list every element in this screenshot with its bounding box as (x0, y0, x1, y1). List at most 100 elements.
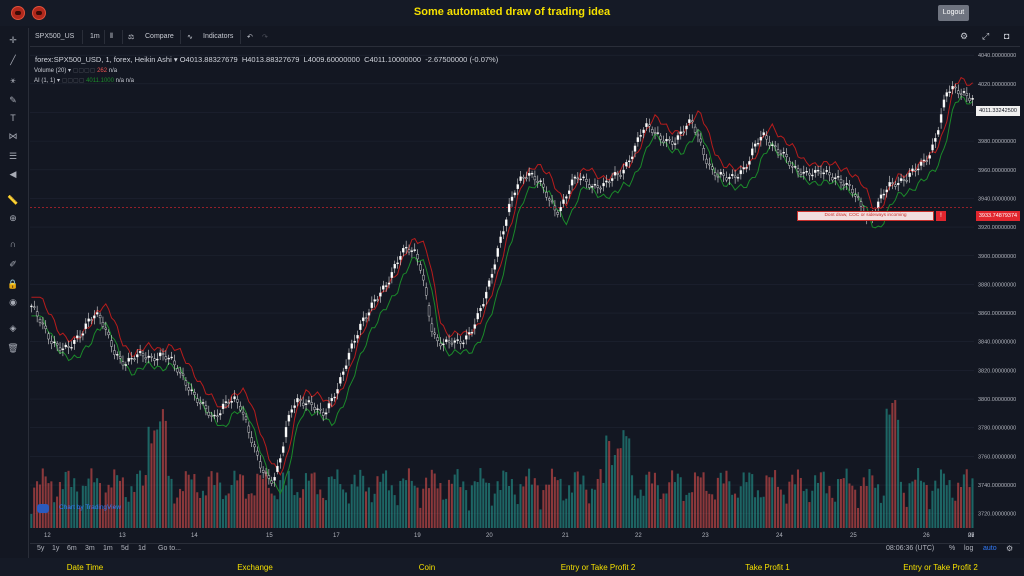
volume-bar (76, 491, 79, 528)
volume-bar (782, 494, 785, 528)
legend-buttons-icon[interactable]: ▢▢▢▢ (61, 78, 85, 84)
range-1d[interactable]: 1d (138, 545, 146, 552)
legend-buttons-icon[interactable]: ▢▢▢▢ (72, 68, 96, 74)
volume-bar (885, 408, 888, 528)
indicators-button[interactable]: Indicators (203, 33, 234, 40)
volume-bar (705, 490, 708, 528)
chevron-down-icon[interactable]: ▾ (173, 55, 180, 64)
ruler-icon[interactable]: 📏 (7, 195, 19, 205)
price-axis[interactable]: 4040.000000004020.000000004000.000000003… (974, 48, 1024, 528)
volume-bar (951, 497, 954, 528)
clock-time[interactable]: 08:06:36 (UTC) (886, 545, 935, 552)
range-3m[interactable]: 3m (85, 545, 95, 552)
log-toggle[interactable]: log (964, 545, 974, 552)
range-5d[interactable]: 5d (121, 545, 129, 552)
volume-bar (219, 482, 222, 528)
candle-body (319, 408, 322, 411)
trash-icon[interactable]: 🗑 (7, 343, 19, 353)
volume-bars (30, 400, 974, 528)
volume-bar (533, 478, 536, 528)
volume-bar (662, 493, 665, 528)
alert-icon[interactable]: ! (936, 211, 946, 221)
undo-icon[interactable]: ↶ (247, 34, 253, 41)
volume-bar (496, 481, 499, 528)
candle-body (593, 183, 597, 186)
interval-select[interactable]: 1m (90, 33, 100, 40)
ai-label[interactable]: AI (1, 1) (34, 78, 56, 84)
logout-button[interactable]: Logout (938, 5, 969, 21)
redo-icon[interactable]: ↷ (262, 34, 268, 41)
candle-body (731, 174, 734, 176)
auto-toggle[interactable]: auto (983, 545, 997, 552)
goto-date-button[interactable]: Go to... (158, 545, 181, 552)
volume-label[interactable]: Volume (20) (34, 68, 67, 74)
ai-legend[interactable]: AI (1, 1) ▾ ▢▢▢▢ 4011.1000 n/a n/a (34, 77, 134, 84)
candle-body (284, 427, 288, 438)
candle-style-icon[interactable]: ⫴ (110, 33, 113, 40)
series-title[interactable]: forex:SPX500_USD, 1, forex, Heikin Ashi (35, 55, 172, 64)
candle-body (267, 475, 271, 479)
lock-icon[interactable]: 🔒 (7, 279, 19, 289)
candle-body (216, 415, 219, 417)
prediction-icon[interactable]: ☰ (8, 151, 18, 161)
candle-body (90, 319, 93, 321)
candle-body (599, 187, 602, 190)
candle-body (224, 401, 228, 403)
settings-icon[interactable]: ⚙ (960, 31, 969, 41)
volume-bar (456, 469, 459, 528)
volume-bar (857, 507, 860, 528)
screenshot-icon[interactable]: ◘ (1004, 31, 1010, 41)
candle-body (330, 398, 333, 402)
eye-icon[interactable]: ◉ (9, 297, 17, 307)
volume-bar (379, 481, 382, 528)
chevron-down-icon[interactable]: ▾ (57, 78, 62, 84)
pattern-icon[interactable]: ⋈ (8, 131, 18, 141)
range-1y[interactable]: 1y (52, 545, 60, 552)
brush-icon[interactable]: ✎ (9, 95, 17, 105)
ohlc-change: -2.67500000 (-0.07%) (425, 55, 499, 64)
volume-bar (842, 478, 845, 528)
fib-tool-icon[interactable]: ⚹ (10, 75, 16, 85)
fullscreen-icon[interactable]: ⤢ (982, 31, 990, 41)
magnet-icon[interactable]: ∩ (9, 239, 17, 249)
price-chart[interactable] (30, 48, 974, 528)
layers-icon[interactable]: ◈ (9, 323, 17, 333)
back-arrow-icon[interactable]: ◀ (9, 169, 17, 179)
settings-icon[interactable]: ⚙ (1006, 544, 1014, 553)
pencil-lock-icon[interactable]: ✐ (9, 259, 17, 269)
candle-body (533, 176, 537, 181)
volume-bar (576, 471, 579, 528)
crosshair-icon[interactable]: ✛ (9, 35, 17, 45)
candle-body (562, 199, 565, 204)
bottom-toolbar (30, 543, 1020, 558)
candle-body (178, 371, 182, 374)
candle-body (150, 356, 153, 358)
volume-bar (919, 480, 923, 528)
chevron-down-icon[interactable]: ▾ (68, 68, 73, 74)
trade-annotation[interactable]: Dont draw, COC or sideways incoming (797, 211, 934, 221)
zoom-icon[interactable]: ⊕ (9, 213, 17, 223)
percent-toggle[interactable]: % (949, 545, 956, 552)
volume-bar (499, 489, 502, 528)
footer-exchange: Exchange (237, 563, 273, 572)
range-5y[interactable]: 5y (37, 545, 45, 552)
range-6m[interactable]: 6m (67, 545, 77, 552)
symbol-search[interactable]: SPX500_US (35, 33, 75, 40)
range-1m[interactable]: 1m (103, 545, 113, 552)
candle-body (736, 177, 740, 179)
trend-line-icon[interactable]: ╱ (10, 55, 16, 65)
volume-legend[interactable]: Volume (20) ▾ ▢▢▢▢ 262 n/a (34, 67, 117, 74)
compare-button[interactable]: Compare (145, 33, 174, 40)
candle-body (822, 172, 826, 175)
tradingview-watermark[interactable]: Chart by TradingView (59, 504, 122, 511)
indicators-icon[interactable]: ∿ (187, 34, 193, 41)
candle-body (728, 176, 731, 179)
price-tick-label: 3880.00000000 (978, 282, 1016, 288)
text-tool-icon[interactable]: T (10, 113, 16, 123)
compare-icon[interactable]: ⚖ (128, 34, 135, 41)
volume-bar (407, 468, 410, 528)
candle-body (387, 282, 391, 285)
series-legend[interactable]: forex:SPX500_USD, 1, forex, Heikin Ashi … (35, 55, 498, 64)
volume-bar (805, 488, 808, 528)
